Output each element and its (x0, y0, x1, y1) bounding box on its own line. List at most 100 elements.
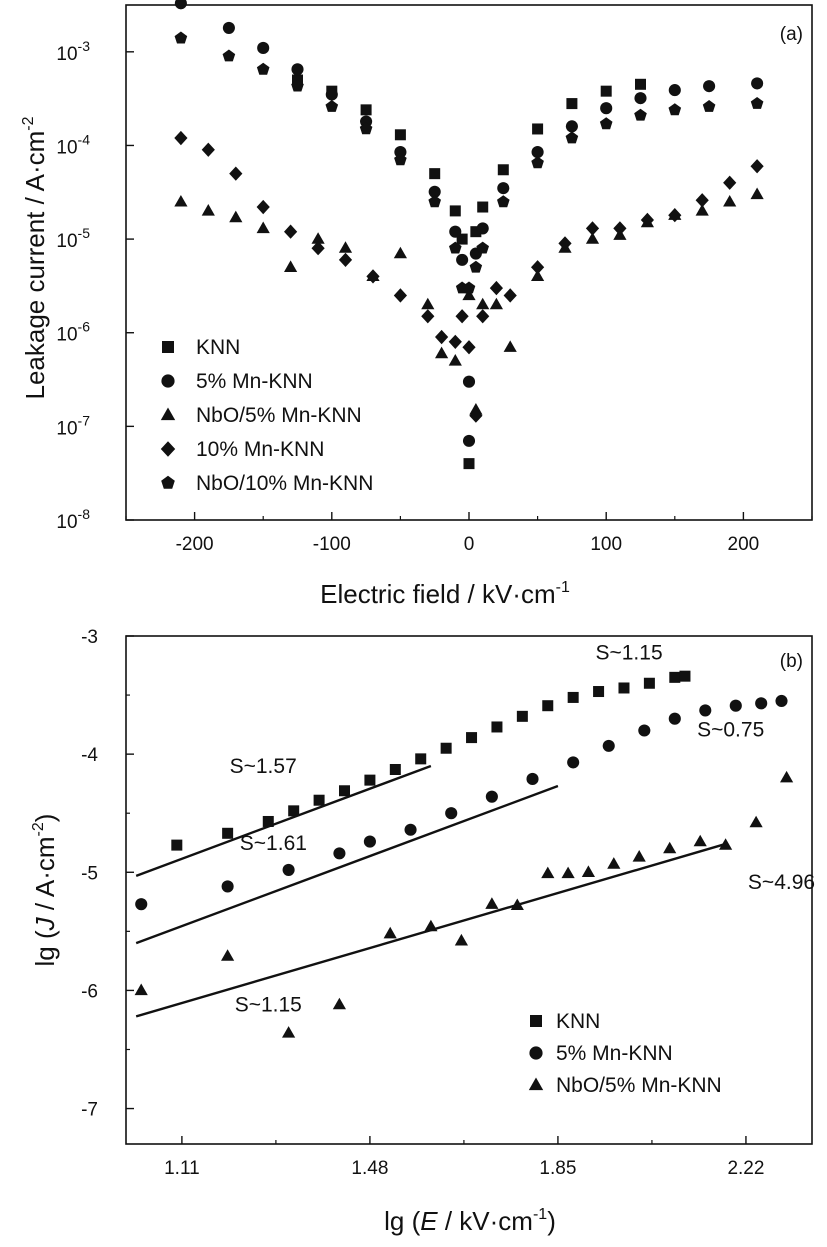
panel-a-point (477, 201, 489, 213)
panel-a-y-tick-label: 10-6 (56, 319, 90, 346)
panel-a-legend-marker (160, 441, 176, 457)
panel-b-point (775, 694, 788, 708)
panel-a-y-tick-label: 10-3 (56, 38, 90, 65)
panel-a-point (448, 334, 462, 349)
panel-b-point (632, 850, 646, 862)
panel-a-point (702, 100, 716, 112)
panel-a-point (394, 153, 407, 166)
panel-b-point (424, 919, 438, 932)
panel-a-point (750, 159, 764, 174)
panel-b-ticks: 1.11 1.48 1.85 2.22 -7 -6 -5 -4 -3 (81, 627, 764, 1179)
panel-a-leakage-current-chart: -200 -100 0 100 20010-810-710-610-510-410-3 … (20, 0, 813, 609)
panel-a-legend-label: NbO/10% Mn-KNN (196, 472, 373, 495)
panel-b-point (491, 721, 503, 733)
panel-b-point (134, 983, 148, 996)
panel-b-x-axis-label: lg (E / kV·cm-1) (384, 1206, 556, 1236)
panel-b-x-tick-label: 1.11 (164, 1158, 200, 1179)
panel-b-point (729, 699, 742, 712)
panel-a-legend-label: NbO/5% Mn-KNN (196, 404, 362, 427)
panel-a-point (435, 346, 449, 359)
panel-a-y-tick-label: 10-5 (56, 225, 90, 252)
panel-b-point (485, 897, 499, 909)
panel-a-point (174, 0, 187, 10)
panel-b-point (510, 898, 524, 910)
panel-a-y-tick-label: 10-7 (56, 412, 90, 439)
panel-b-slope-annotation: S~1.61 (240, 832, 307, 855)
panel-a-point (613, 221, 627, 236)
panel-a-legend-marker (161, 475, 175, 489)
panel-b-point (415, 753, 427, 765)
panel-a-point (360, 104, 372, 116)
panel-a-legend-marker (160, 407, 176, 421)
panel-b-point (363, 835, 376, 848)
panel-b-y-tick-label: -6 (81, 981, 98, 1002)
panel-b-marks (134, 670, 794, 1038)
panel-b-legend-label: 5% Mn-KNN (556, 1042, 673, 1065)
panel-a-x-axis-label: Electric field / kV·cm-1 (320, 579, 570, 609)
panel-a-label: (a) (780, 24, 803, 45)
panel-a-point (291, 63, 304, 76)
panel-a-point (174, 31, 188, 44)
panel-a-point (449, 241, 462, 254)
panel-a-point (476, 241, 489, 254)
panel-b-point (755, 697, 768, 710)
panel-a-point (634, 108, 647, 121)
panel-a-x-tick-label: 0 (464, 534, 475, 555)
panel-b-x-tick-label: 1.48 (351, 1158, 388, 1179)
panel-a-point (476, 297, 490, 310)
panel-a-point (229, 166, 243, 181)
panel-a-point (455, 309, 469, 324)
panel-b-y-tick-label: -3 (81, 627, 98, 648)
panel-a-point (634, 92, 647, 105)
panel-b-lgJ-vs-lgE-chart: 1.11 1.48 1.85 2.22-7-6-5-4-3 S~1.15S~0.75S… (30, 627, 815, 1236)
panel-a-y-tick-label: 10-4 (56, 131, 90, 158)
panel-a-point (463, 458, 475, 470)
panel-a-point (284, 224, 298, 239)
panel-a-point (668, 208, 682, 223)
panel-a-point (565, 131, 579, 144)
panel-b-point (313, 794, 325, 806)
panel-b-point (618, 682, 630, 694)
panel-b-point (567, 756, 580, 769)
panel-b-point (567, 691, 579, 703)
panel-a-point (222, 21, 235, 34)
panel-a-y-axis-label: Leakage current / A·cm-2 (20, 116, 50, 399)
panel-a-point (449, 205, 461, 217)
panel-a-point (366, 269, 380, 284)
panel-a-point (497, 182, 510, 195)
panel-b-point (404, 823, 417, 836)
panel-a-point (585, 221, 600, 236)
panel-a-point (428, 185, 441, 198)
panel-b-y-tick-label: -7 (81, 1100, 98, 1121)
panel-a-point (531, 146, 544, 159)
panel-a-legend-label: KNN (196, 336, 240, 359)
panel-a-point (393, 288, 407, 303)
panel-b-point (593, 686, 605, 698)
panel-a-point (448, 354, 462, 366)
panel-a-point (566, 98, 578, 110)
panel-a-point (174, 130, 188, 146)
panel-a-x-tick-label: -100 (313, 534, 351, 555)
panel-b-point (171, 839, 183, 851)
panel-b-fit-line (135, 784, 559, 945)
panel-a-point (462, 434, 476, 447)
panel-a-point (489, 280, 503, 296)
panel-a-point (359, 122, 373, 135)
panel-a-legend: KNN 5% Mn-KNN NbO/5% Mn-KNN 10% Mn-KNN NbO/1… (160, 336, 373, 495)
panel-a-legend-marker (161, 374, 175, 388)
panel-a-point (476, 309, 490, 324)
panel-a-point (476, 222, 489, 235)
panel-b-point (135, 898, 148, 911)
panel-a-point (558, 236, 572, 251)
panel-b-point (288, 805, 300, 817)
panel-b-point (222, 827, 234, 839)
panel-b-point (364, 774, 376, 786)
panel-a-point (174, 195, 188, 207)
panel-b-point (669, 671, 681, 683)
panel-b-y-tick-label: -4 (81, 745, 98, 766)
panel-b-point (679, 670, 691, 682)
panel-a-point (462, 281, 476, 294)
panel-a-point (469, 260, 483, 273)
panel-a-legend-marker (162, 341, 174, 353)
